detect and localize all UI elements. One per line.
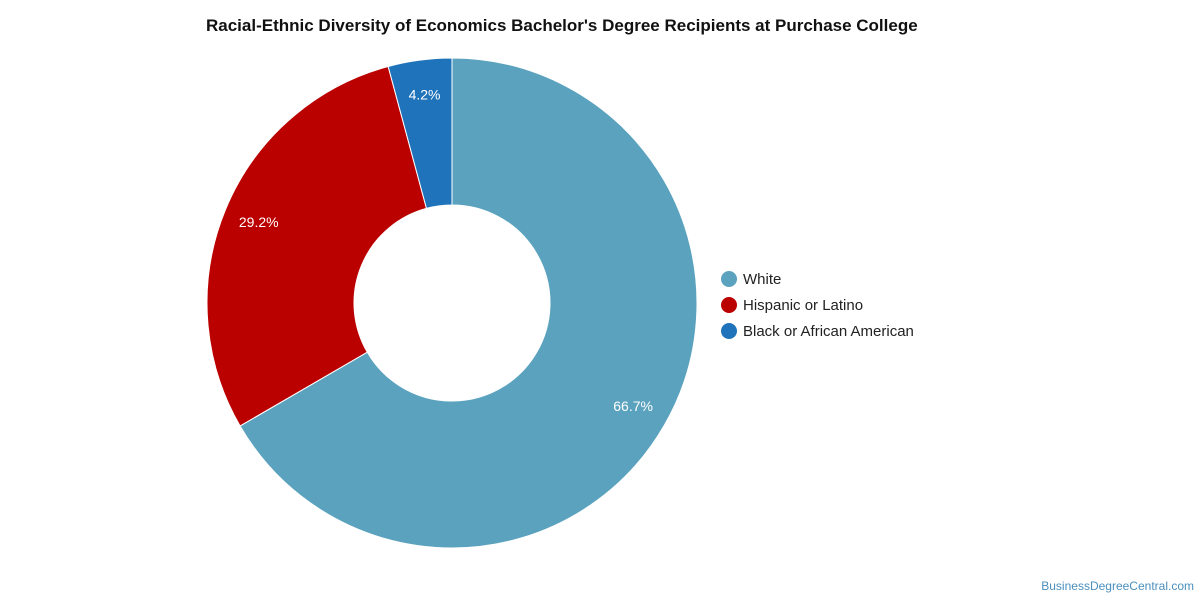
legend-swatch-white bbox=[721, 271, 737, 287]
slice-hispanic-or-latino[interactable] bbox=[206, 65, 428, 427]
slices-group bbox=[206, 57, 698, 549]
watermark: BusinessDegreeCentral.com bbox=[1041, 579, 1194, 593]
slice-labels-group: 66.7% 29.2% 4.2% bbox=[239, 87, 653, 414]
legend-label-black-or-african-american: Black or African American bbox=[743, 322, 914, 340]
slice-black-or-african-american[interactable] bbox=[387, 57, 453, 209]
legend-item-white[interactable]: White bbox=[721, 266, 914, 292]
legend: White Hispanic or Latino Black or Africa… bbox=[721, 266, 914, 344]
legend-swatch-hispanic-or-latino bbox=[721, 297, 737, 313]
chart-title: Racial-Ethnic Diversity of Economics Bac… bbox=[206, 16, 918, 35]
legend-item-hispanic-or-latino[interactable]: Hispanic or Latino bbox=[721, 292, 914, 318]
legend-label-hispanic-or-latino: Hispanic or Latino bbox=[743, 296, 864, 314]
legend-swatch-black-or-african-american bbox=[721, 323, 737, 339]
slice-white[interactable] bbox=[239, 57, 698, 549]
slice-label-hispanic-or-latino: 29.2% bbox=[239, 214, 279, 230]
slice-label-white: 66.7% bbox=[613, 398, 653, 414]
legend-label-white: White bbox=[743, 270, 782, 288]
legend-item-black-or-african-american[interactable]: Black or African American bbox=[721, 318, 914, 344]
slice-label-black-or-african-american: 4.2% bbox=[409, 87, 441, 103]
